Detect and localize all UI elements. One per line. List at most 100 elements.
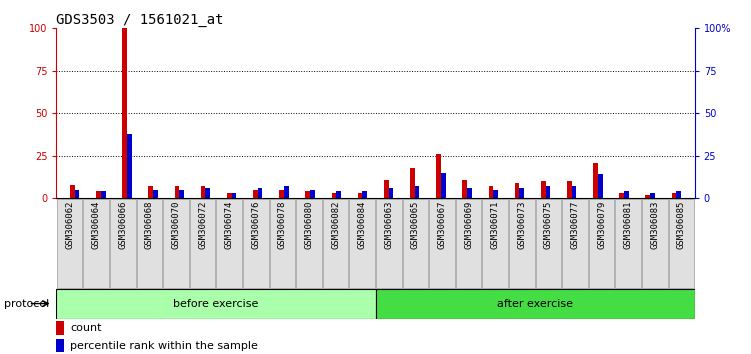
Text: GSM306085: GSM306085	[677, 201, 686, 249]
Bar	[122, 28, 127, 198]
Bar	[190, 199, 216, 287]
Bar	[174, 186, 179, 198]
Text: GSM306066: GSM306066	[119, 201, 128, 249]
Text: GSM306075: GSM306075	[544, 201, 553, 249]
Bar	[310, 190, 315, 198]
Text: GSM306071: GSM306071	[490, 201, 499, 249]
Bar	[624, 192, 629, 198]
Bar	[279, 190, 284, 198]
Text: GSM306070: GSM306070	[171, 201, 180, 249]
Text: GSM306062: GSM306062	[65, 201, 74, 249]
Bar	[149, 186, 153, 198]
Bar	[201, 186, 206, 198]
Bar	[562, 199, 588, 287]
Bar	[677, 192, 681, 198]
Bar	[349, 199, 375, 287]
Text: after exercise: after exercise	[497, 298, 573, 309]
Text: GSM306080: GSM306080	[304, 201, 313, 249]
Text: GDS3503 / 1561021_at: GDS3503 / 1561021_at	[56, 13, 224, 27]
Bar	[615, 199, 641, 287]
Bar	[376, 199, 402, 287]
Bar	[110, 199, 136, 287]
Bar	[598, 175, 602, 198]
Text: before exercise: before exercise	[173, 298, 258, 309]
Bar	[384, 179, 388, 198]
Bar	[388, 188, 394, 198]
Text: GSM306077: GSM306077	[571, 201, 580, 249]
Text: percentile rank within the sample: percentile rank within the sample	[71, 341, 258, 350]
Bar	[488, 186, 493, 198]
Text: protocol: protocol	[4, 298, 49, 309]
Bar	[70, 185, 74, 198]
Text: GSM306063: GSM306063	[385, 201, 394, 249]
Text: GSM306082: GSM306082	[331, 201, 340, 249]
Bar	[336, 192, 341, 198]
Text: GSM306084: GSM306084	[357, 201, 366, 249]
Bar	[363, 192, 367, 198]
Bar	[296, 199, 321, 287]
Bar	[415, 186, 420, 198]
Text: GSM306068: GSM306068	[145, 201, 154, 249]
Bar	[572, 186, 577, 198]
Bar	[671, 193, 677, 198]
Bar	[642, 199, 668, 287]
Bar	[74, 190, 80, 198]
Bar	[535, 199, 561, 287]
Bar	[646, 195, 650, 198]
Bar	[216, 199, 242, 287]
Bar	[430, 199, 455, 287]
Bar	[650, 193, 655, 198]
Bar	[56, 289, 376, 319]
Bar	[668, 199, 694, 287]
Bar	[253, 190, 258, 198]
Bar	[589, 199, 614, 287]
Text: GSM306079: GSM306079	[597, 201, 606, 249]
Bar	[357, 193, 363, 198]
Bar	[284, 186, 288, 198]
Bar	[436, 154, 441, 198]
Bar	[331, 193, 336, 198]
Bar	[270, 199, 295, 287]
Bar	[101, 192, 105, 198]
Text: GSM306067: GSM306067	[438, 201, 447, 249]
Bar	[306, 192, 310, 198]
Text: GSM306065: GSM306065	[411, 201, 420, 249]
Bar	[620, 193, 624, 198]
Bar	[441, 173, 445, 198]
Bar	[206, 188, 210, 198]
Bar	[163, 199, 189, 287]
Bar	[243, 199, 269, 287]
Bar	[493, 190, 498, 198]
Bar	[456, 199, 481, 287]
Text: GSM306083: GSM306083	[650, 201, 659, 249]
Bar	[567, 181, 572, 198]
Bar	[509, 199, 535, 287]
Bar	[403, 199, 428, 287]
Text: GSM306078: GSM306078	[278, 201, 287, 249]
Bar	[323, 199, 348, 287]
Bar	[153, 190, 158, 198]
Bar	[520, 188, 524, 198]
Bar	[593, 162, 598, 198]
Text: GSM306064: GSM306064	[92, 201, 101, 249]
Bar	[56, 321, 64, 335]
Bar	[227, 193, 231, 198]
Bar	[541, 181, 545, 198]
Text: GSM306073: GSM306073	[517, 201, 526, 249]
Bar	[258, 188, 263, 198]
Text: GSM306074: GSM306074	[225, 201, 234, 249]
Text: GSM306072: GSM306072	[198, 201, 207, 249]
Bar	[96, 192, 101, 198]
Bar	[179, 190, 184, 198]
Bar	[467, 188, 472, 198]
Bar	[56, 339, 64, 352]
Bar	[127, 134, 131, 198]
Bar	[376, 289, 695, 319]
Bar	[57, 199, 83, 287]
Text: count: count	[71, 323, 102, 333]
Bar	[410, 168, 415, 198]
Text: GSM306069: GSM306069	[464, 201, 473, 249]
Bar	[83, 199, 109, 287]
Bar	[463, 179, 467, 198]
Bar	[231, 193, 237, 198]
